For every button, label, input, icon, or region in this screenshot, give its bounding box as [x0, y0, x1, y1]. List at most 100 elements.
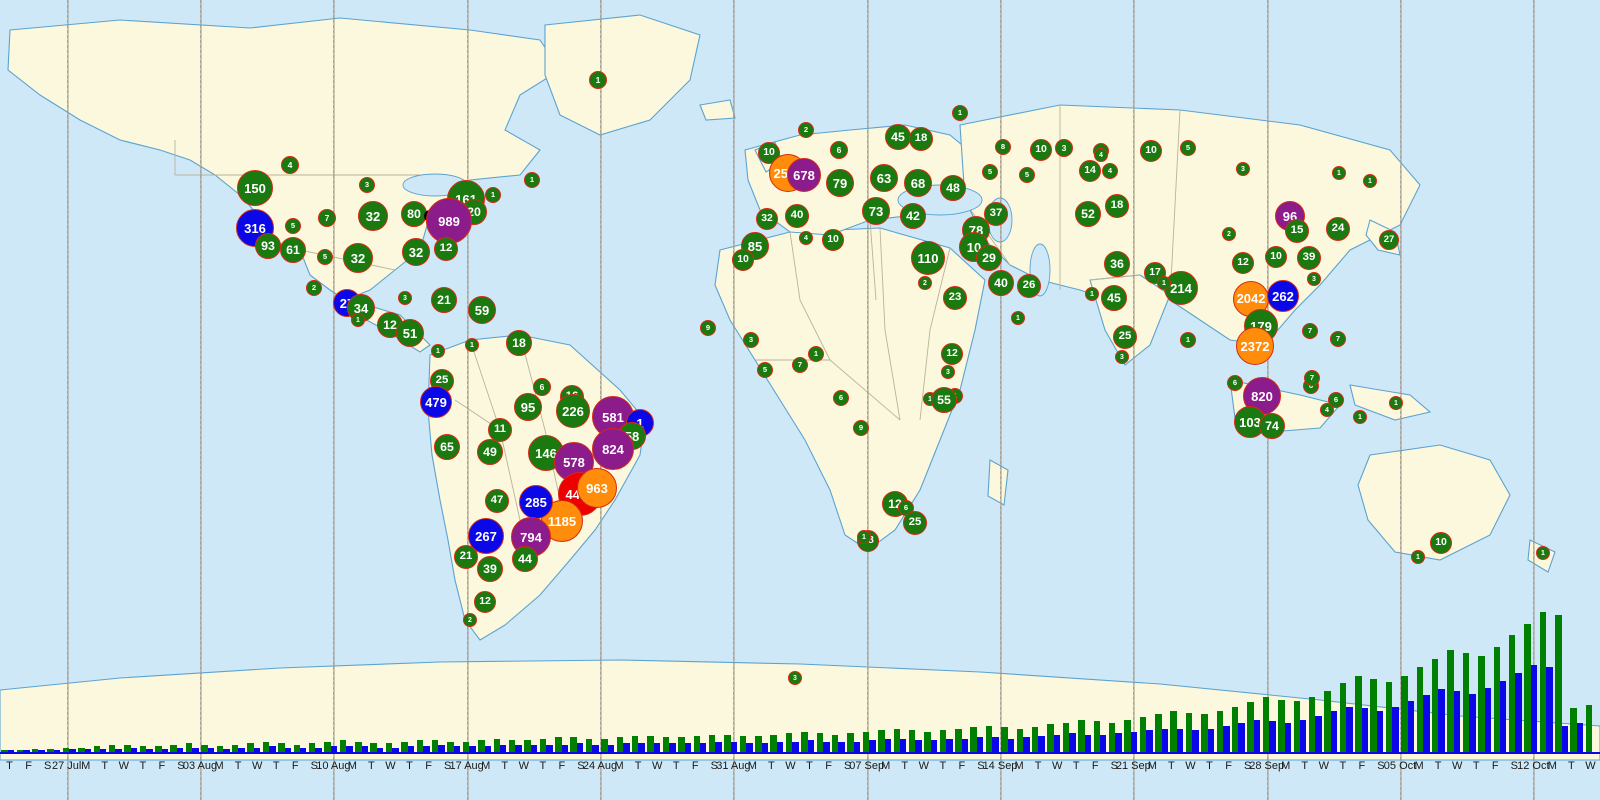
map-marker[interactable]: 3 — [1236, 162, 1250, 176]
map-marker[interactable]: 1 — [952, 105, 968, 121]
map-marker[interactable]: 93 — [255, 233, 281, 259]
map-marker[interactable]: 74 — [1259, 413, 1285, 439]
map-marker[interactable]: 678 — [787, 158, 821, 192]
map-marker[interactable]: 2 — [306, 280, 322, 296]
map-marker[interactable]: 6 — [833, 390, 849, 406]
map-marker[interactable]: 29 — [976, 245, 1002, 271]
map-marker[interactable]: 824 — [592, 428, 634, 470]
map-marker[interactable]: 48 — [940, 175, 966, 201]
map-marker[interactable]: 2 — [918, 276, 932, 290]
map-marker[interactable]: 3 — [1115, 350, 1129, 364]
map-marker[interactable]: 3 — [941, 365, 955, 379]
map-marker[interactable]: 21 — [431, 287, 457, 313]
map-marker[interactable]: 15 — [1285, 219, 1309, 243]
map-marker[interactable]: 49 — [477, 439, 503, 465]
map-marker[interactable]: 214 — [1164, 271, 1198, 305]
map-marker[interactable]: 3 — [1055, 139, 1073, 157]
map-marker[interactable]: 10 — [1265, 246, 1287, 268]
map-marker[interactable]: 1 — [1332, 166, 1346, 180]
map-marker[interactable]: 6 — [1328, 392, 1344, 408]
map-marker[interactable]: 51 — [396, 319, 424, 347]
map-marker[interactable]: 1 — [1389, 396, 1403, 410]
map-marker[interactable]: 2 — [463, 613, 477, 627]
map-marker[interactable]: 1 — [465, 338, 479, 352]
map-marker[interactable]: 52 — [1075, 201, 1101, 227]
map-marker[interactable]: 110 — [911, 241, 945, 275]
map-marker[interactable]: 1 — [589, 71, 607, 89]
map-marker[interactable]: 3 — [1307, 272, 1321, 286]
map-marker[interactable]: 55 — [931, 387, 957, 413]
map-marker[interactable]: 6 — [1227, 375, 1243, 391]
map-marker[interactable]: 1 — [1353, 410, 1367, 424]
map-marker[interactable]: 9 — [853, 420, 869, 436]
map-marker[interactable]: 59 — [468, 296, 496, 324]
map-marker[interactable]: 1 — [351, 313, 365, 327]
map-marker[interactable]: 2 — [798, 122, 814, 138]
map-marker[interactable]: 4 — [1094, 148, 1108, 162]
map-marker[interactable]: 963 — [577, 468, 617, 508]
map-marker[interactable]: 63 — [870, 164, 898, 192]
map-marker[interactable]: 5 — [982, 164, 998, 180]
map-marker[interactable]: 12 — [1232, 252, 1254, 274]
map-marker[interactable]: 1 — [431, 344, 445, 358]
map-marker[interactable]: 79 — [826, 169, 854, 197]
map-marker[interactable]: 1 — [1363, 174, 1377, 188]
map-marker[interactable]: 262 — [1267, 280, 1299, 312]
map-marker[interactable]: 18 — [909, 127, 933, 151]
map-marker[interactable]: 25 — [1113, 325, 1137, 349]
map-marker[interactable]: 45 — [885, 124, 911, 150]
map-marker[interactable]: 37 — [984, 202, 1008, 226]
map-marker[interactable]: 23 — [943, 286, 967, 310]
map-marker[interactable]: 26 — [1017, 274, 1041, 298]
map-marker[interactable]: 1 — [808, 346, 824, 362]
map-marker[interactable]: 11 — [488, 418, 512, 442]
map-marker[interactable]: 10 — [1030, 139, 1052, 161]
map-marker[interactable]: 7 — [1302, 323, 1318, 339]
map-marker[interactable]: 45 — [1101, 285, 1127, 311]
map-marker[interactable]: 1 — [1411, 550, 1425, 564]
map-marker[interactable]: 32 — [402, 238, 430, 266]
map-marker[interactable]: 42 — [900, 203, 926, 229]
map-marker[interactable]: 7 — [1304, 370, 1320, 386]
map-marker[interactable]: 4 — [799, 231, 813, 245]
map-marker[interactable]: 36 — [1104, 251, 1130, 277]
map-marker[interactable]: 80 — [401, 201, 427, 227]
map-marker[interactable]: 27 — [1379, 230, 1399, 250]
map-marker[interactable]: 7 — [318, 209, 336, 227]
map-marker[interactable]: 25 — [903, 511, 927, 535]
map-marker[interactable]: 226 — [556, 394, 590, 428]
map-marker[interactable]: 3 — [743, 332, 759, 348]
map-marker[interactable]: 12 — [434, 237, 458, 261]
map-marker[interactable]: 479 — [420, 386, 452, 418]
map-marker[interactable]: 44 — [512, 546, 538, 572]
map-marker[interactable]: 39 — [477, 556, 503, 582]
map-marker[interactable]: 4 — [1102, 163, 1118, 179]
map-marker[interactable]: 10 — [1140, 140, 1162, 162]
map-marker[interactable]: 47 — [485, 489, 509, 513]
map-marker[interactable]: 6 — [830, 141, 848, 159]
map-marker[interactable]: 32 — [756, 208, 778, 230]
map-marker[interactable]: 5 — [1019, 167, 1035, 183]
map-marker[interactable]: 6 — [533, 378, 551, 396]
map-marker[interactable]: 2 — [1222, 227, 1236, 241]
map-marker[interactable]: 40 — [785, 204, 809, 228]
map-marker[interactable]: 39 — [1297, 246, 1321, 270]
map-marker[interactable]: 18 — [506, 330, 532, 356]
map-marker[interactable]: 18 — [1105, 194, 1129, 218]
map-marker[interactable]: 1 — [485, 187, 501, 203]
map-marker[interactable]: 10 — [732, 249, 754, 271]
map-marker[interactable]: 5 — [1180, 140, 1196, 156]
map-marker[interactable]: 65 — [434, 434, 460, 460]
map-marker[interactable]: 73 — [862, 197, 890, 225]
map-marker[interactable]: 12 — [941, 343, 963, 365]
map-marker[interactable]: 21 — [454, 545, 478, 569]
map-marker[interactable]: 10 — [822, 229, 844, 251]
map-marker[interactable]: 32 — [358, 201, 388, 231]
map-marker[interactable]: 5 — [757, 362, 773, 378]
map-marker[interactable]: 3 — [398, 291, 412, 305]
map-marker[interactable]: 3 — [788, 671, 802, 685]
map-marker[interactable]: 68 — [904, 169, 932, 197]
map-marker[interactable]: 61 — [280, 237, 306, 263]
map-marker[interactable]: 5 — [285, 218, 301, 234]
map-marker[interactable]: 1 — [1011, 311, 1025, 325]
